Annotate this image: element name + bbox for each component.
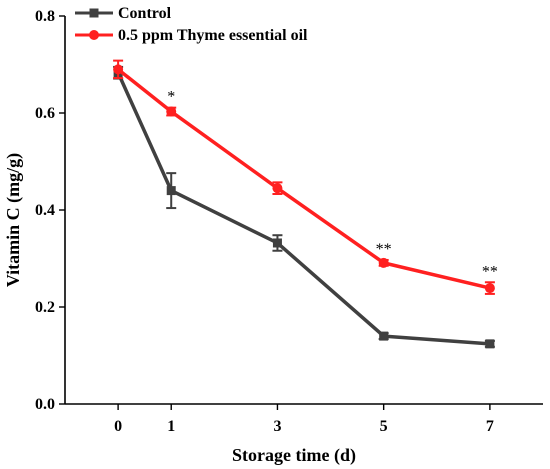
x-tick-label: 5	[380, 418, 388, 435]
data-point	[485, 339, 495, 349]
legend-label-thyme: 0.5 ppm Thyme essential oil	[118, 27, 308, 44]
data-point	[272, 183, 283, 194]
x-axis-title: Storage time (d)	[232, 445, 356, 466]
legend-marker-control	[89, 8, 99, 18]
y-tick-label: 0.6	[35, 105, 55, 122]
y-tick-label: 0.4	[35, 202, 55, 219]
series-thyme	[113, 59, 495, 295]
legend-marker-thyme	[89, 30, 99, 40]
y-tick-label: 0.0	[35, 396, 55, 413]
legend-label-control: Control	[118, 5, 172, 22]
x-tick-label: 1	[167, 418, 175, 435]
data-point	[378, 257, 389, 268]
data-point	[166, 186, 176, 196]
x-tick-label: 0	[114, 418, 122, 435]
significance-label: **	[376, 241, 392, 258]
significance-label: *	[167, 89, 175, 106]
data-point	[113, 64, 124, 75]
data-point	[272, 238, 282, 248]
plot-area: 0.00.20.40.60.80 1 3 5 7 *****	[35, 8, 543, 435]
annotation-layer: *****	[167, 89, 498, 281]
data-point	[166, 106, 177, 117]
tick-group: 0.0 0.2 0.4 0.6 0.8 0 1 3 5 7	[35, 8, 494, 435]
x-tick-label: 3	[273, 418, 281, 435]
series-layer	[113, 59, 495, 349]
data-point	[379, 331, 389, 341]
y-axis-title: Vitamin C (mg/g)	[3, 153, 24, 287]
y-tick-label: 0.8	[35, 8, 55, 25]
y-tick-label: 0.2	[35, 299, 55, 316]
significance-label: **	[482, 263, 498, 280]
data-point	[484, 283, 495, 294]
legend: Control 0.5 ppm Thyme essential oil	[75, 5, 308, 44]
x-tick-label: 7	[486, 418, 494, 435]
